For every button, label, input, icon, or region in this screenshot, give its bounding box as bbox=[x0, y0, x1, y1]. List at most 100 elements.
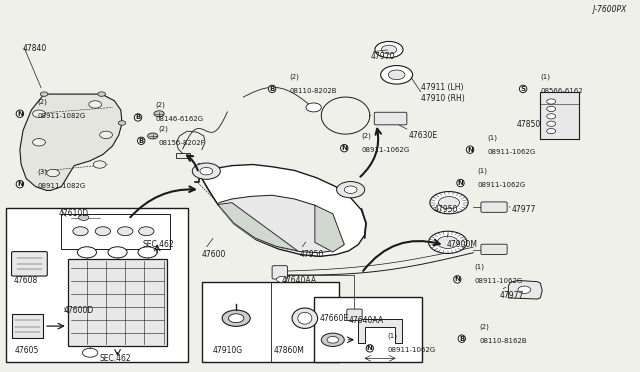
FancyBboxPatch shape bbox=[68, 259, 167, 346]
Text: (1): (1) bbox=[477, 167, 488, 174]
Circle shape bbox=[139, 227, 154, 235]
Circle shape bbox=[429, 231, 467, 253]
FancyBboxPatch shape bbox=[202, 282, 339, 362]
Circle shape bbox=[192, 163, 220, 179]
Text: N: N bbox=[454, 276, 460, 282]
FancyBboxPatch shape bbox=[374, 112, 407, 125]
Text: (2): (2) bbox=[159, 125, 168, 132]
Circle shape bbox=[306, 103, 321, 112]
Circle shape bbox=[381, 65, 413, 84]
Text: (3): (3) bbox=[37, 169, 47, 175]
Text: 47900M: 47900M bbox=[447, 240, 477, 249]
Text: 47910 (RH): 47910 (RH) bbox=[421, 94, 465, 103]
Text: 08911-1062G: 08911-1062G bbox=[474, 278, 523, 284]
Text: 47860M: 47860M bbox=[274, 346, 305, 355]
Text: 47850: 47850 bbox=[516, 120, 541, 129]
Text: B: B bbox=[139, 138, 144, 144]
Circle shape bbox=[547, 129, 556, 134]
Circle shape bbox=[547, 121, 556, 126]
FancyBboxPatch shape bbox=[540, 92, 579, 138]
Circle shape bbox=[108, 247, 127, 258]
Text: B: B bbox=[269, 86, 275, 92]
FancyBboxPatch shape bbox=[347, 309, 362, 321]
FancyBboxPatch shape bbox=[176, 153, 190, 158]
Circle shape bbox=[321, 333, 344, 346]
Text: N: N bbox=[341, 145, 348, 151]
Text: N: N bbox=[17, 111, 23, 117]
Text: 47950: 47950 bbox=[434, 205, 458, 214]
Text: (2): (2) bbox=[362, 133, 371, 139]
Text: 47605: 47605 bbox=[15, 346, 39, 355]
Circle shape bbox=[100, 131, 113, 138]
Text: S: S bbox=[520, 86, 525, 92]
Circle shape bbox=[148, 133, 158, 139]
Circle shape bbox=[77, 247, 97, 258]
Text: 08911-1062G: 08911-1062G bbox=[362, 147, 410, 153]
Circle shape bbox=[337, 182, 365, 198]
Text: N: N bbox=[458, 180, 463, 186]
Circle shape bbox=[547, 114, 556, 119]
Circle shape bbox=[276, 276, 287, 282]
Text: B: B bbox=[136, 115, 141, 121]
FancyBboxPatch shape bbox=[314, 297, 422, 362]
Circle shape bbox=[437, 236, 458, 248]
Polygon shape bbox=[20, 94, 122, 190]
Circle shape bbox=[438, 196, 460, 209]
Circle shape bbox=[98, 92, 106, 96]
Text: 08146-6162G: 08146-6162G bbox=[156, 116, 204, 122]
Text: 47640AA: 47640AA bbox=[349, 317, 384, 326]
Polygon shape bbox=[358, 320, 402, 343]
Circle shape bbox=[83, 348, 98, 357]
Text: J-7600PX: J-7600PX bbox=[592, 5, 627, 14]
Circle shape bbox=[79, 215, 89, 221]
Text: 47911 (LH): 47911 (LH) bbox=[421, 83, 463, 92]
Circle shape bbox=[40, 92, 48, 96]
Text: (2): (2) bbox=[156, 102, 165, 109]
FancyBboxPatch shape bbox=[61, 214, 170, 249]
Circle shape bbox=[73, 227, 88, 235]
Circle shape bbox=[33, 138, 45, 146]
Text: 47640AA: 47640AA bbox=[282, 276, 317, 285]
Ellipse shape bbox=[298, 312, 312, 324]
Text: N: N bbox=[17, 181, 23, 187]
Text: 47600D: 47600D bbox=[63, 307, 93, 315]
Circle shape bbox=[344, 186, 357, 193]
Text: 08566-6162: 08566-6162 bbox=[540, 88, 583, 94]
FancyBboxPatch shape bbox=[12, 251, 47, 276]
Text: (2): (2) bbox=[37, 98, 47, 105]
Circle shape bbox=[33, 110, 45, 118]
Text: 08911-1062G: 08911-1062G bbox=[477, 182, 526, 188]
Text: (1): (1) bbox=[487, 134, 497, 141]
Polygon shape bbox=[218, 195, 344, 253]
Text: SEC.462: SEC.462 bbox=[143, 240, 174, 249]
Text: (1): (1) bbox=[387, 333, 397, 339]
Text: 47970: 47970 bbox=[371, 52, 396, 61]
Polygon shape bbox=[195, 164, 366, 256]
Ellipse shape bbox=[292, 308, 317, 328]
Circle shape bbox=[95, 227, 111, 235]
Text: 47600: 47600 bbox=[202, 250, 226, 259]
Polygon shape bbox=[508, 280, 542, 299]
Text: 47950: 47950 bbox=[300, 250, 324, 259]
Text: 08110-8202B: 08110-8202B bbox=[289, 88, 337, 94]
Text: 47610D: 47610D bbox=[58, 209, 88, 218]
Text: 08911-1062G: 08911-1062G bbox=[387, 347, 435, 353]
Circle shape bbox=[118, 121, 126, 125]
Text: 08156-8202F: 08156-8202F bbox=[159, 140, 205, 146]
Circle shape bbox=[93, 161, 106, 168]
FancyBboxPatch shape bbox=[481, 202, 507, 212]
Circle shape bbox=[381, 45, 397, 54]
Text: SEC.462: SEC.462 bbox=[100, 353, 131, 363]
FancyBboxPatch shape bbox=[272, 266, 287, 279]
Circle shape bbox=[138, 247, 157, 258]
Text: 08911-1082G: 08911-1082G bbox=[37, 113, 85, 119]
Circle shape bbox=[518, 286, 531, 294]
Circle shape bbox=[47, 169, 60, 177]
Text: 47910G: 47910G bbox=[212, 346, 243, 355]
Circle shape bbox=[228, 314, 244, 323]
Text: (1): (1) bbox=[474, 264, 484, 270]
Circle shape bbox=[200, 167, 212, 175]
Circle shape bbox=[547, 99, 556, 104]
Text: 08911-1082G: 08911-1082G bbox=[37, 183, 85, 189]
Circle shape bbox=[388, 70, 405, 80]
